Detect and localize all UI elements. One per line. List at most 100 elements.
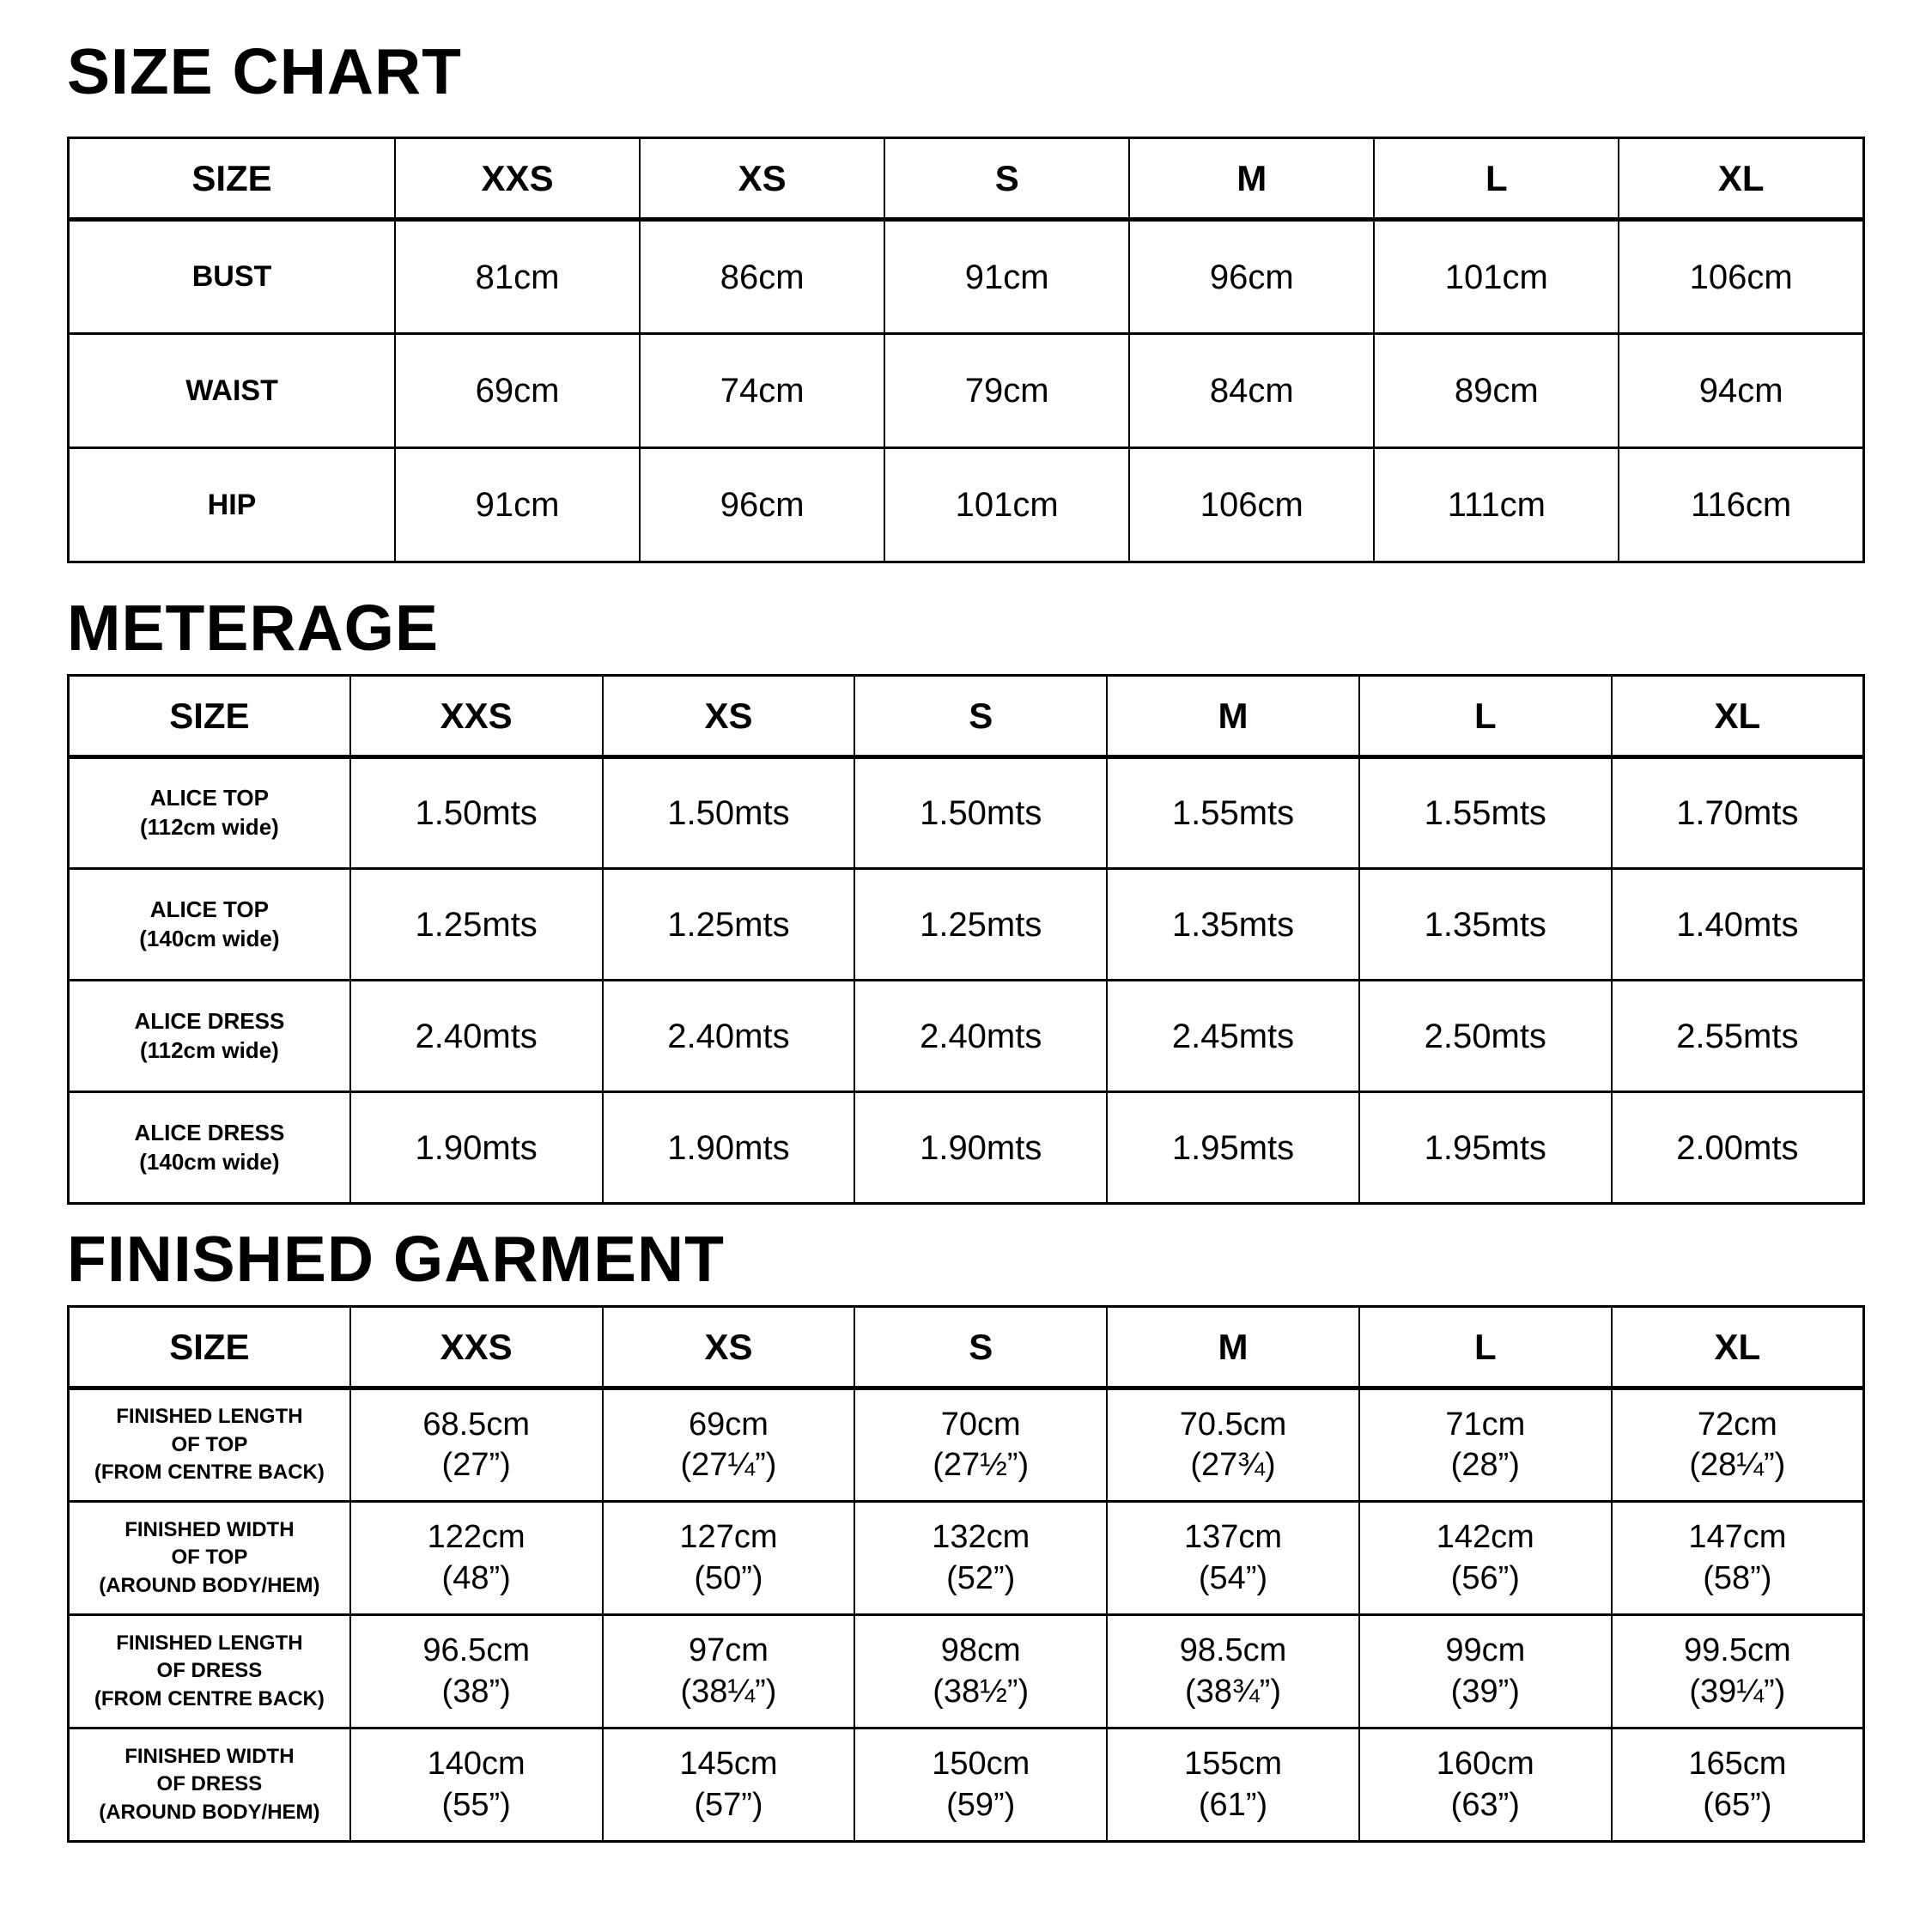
value-line: (38¼”) <box>680 1673 777 1710</box>
value-line: 1.90mts <box>667 1128 790 1167</box>
value-cell: 79cm <box>884 332 1131 449</box>
value-cell: 1.90mts <box>601 1091 856 1205</box>
row-label: FINISHED LENGTH OF DRESS (FROM CENTRE BACK… <box>67 1613 351 1729</box>
value-cell: 91cm <box>884 218 1131 335</box>
value-cell: 98cm (38½”) <box>854 1613 1109 1729</box>
value-line: 81cm <box>475 258 560 296</box>
value-line: (57”) <box>694 1786 763 1823</box>
value-line: (38”) <box>441 1673 511 1710</box>
table-row: WAIST 69cm 74cm 79cm 84cm 89cm 94cm <box>67 332 1865 449</box>
value-cell: 145cm (57”) <box>601 1727 856 1843</box>
row-label: WAIST <box>67 332 397 449</box>
value-line: 137cm <box>1183 1519 1283 1555</box>
value-line: 71cm <box>1445 1406 1526 1443</box>
row-label-line: (AROUND BODY/HEM) <box>99 1573 320 1597</box>
value-line: (27”) <box>441 1447 511 1483</box>
column-header-xxs: XXS <box>349 674 604 759</box>
value-cell: 1.50mts <box>349 756 604 870</box>
column-header-xs: XS <box>601 1305 856 1390</box>
column-header-xxs: XXS <box>349 1305 604 1390</box>
value-cell: 1.90mts <box>854 1091 1109 1205</box>
value-line: 2.50mts <box>1424 1017 1546 1055</box>
value-line: 1.35mts <box>1171 905 1295 944</box>
value-line: 1.50mts <box>920 794 1042 832</box>
value-line: (50”) <box>694 1559 763 1596</box>
value-cell: 2.40mts <box>854 979 1109 1093</box>
value-line: 150cm <box>932 1746 1030 1782</box>
section-size-chart: SIZE CHART SIZE XXS XS S M L XL BUST 81cm 86cm 91c… <box>67 0 1865 563</box>
value-cell: 111cm <box>1373 447 1620 563</box>
value-cell: 74cm <box>639 332 886 449</box>
row-label-line: OF TOP <box>171 1432 248 1456</box>
value-line: (61”) <box>1198 1786 1268 1823</box>
table-row: FINISHED WIDTH OF DRESS (AROUND BODY/HEM) 1… <box>67 1727 1865 1843</box>
value-line: 1.70mts <box>1676 794 1799 832</box>
value-line: 2.40mts <box>415 1017 538 1055</box>
value-cell: 1.90mts <box>349 1091 604 1205</box>
value-line: 70.5cm <box>1179 1406 1287 1443</box>
value-cell: 2.55mts <box>1610 979 1865 1093</box>
table-row: ALICE DRESS (112cm wide) 2.40mts 2.40mts 2.4… <box>67 979 1865 1093</box>
value-line: (39”) <box>1450 1673 1520 1710</box>
value-cell: 116cm <box>1618 447 1865 563</box>
value-cell: 72cm (28¼”) <box>1610 1387 1865 1503</box>
column-header-xs: XS <box>601 674 856 759</box>
value-cell: 96.5cm (38”) <box>349 1613 604 1729</box>
value-line: 2.40mts <box>667 1017 790 1055</box>
row-label: FINISHED LENGTH OF TOP (FROM CENTRE BACK) <box>67 1387 351 1503</box>
value-line: (27¼”) <box>680 1447 777 1483</box>
value-cell: 2.40mts <box>349 979 604 1093</box>
column-header-l: L <box>1373 137 1620 222</box>
size-chart-title: SIZE CHART <box>67 35 462 107</box>
value-line: 101cm <box>1444 258 1548 296</box>
value-cell: 2.40mts <box>601 979 856 1093</box>
value-cell: 1.35mts <box>1106 867 1360 981</box>
value-cell: 101cm <box>1373 218 1620 335</box>
row-label-line: (AROUND BODY/HEM) <box>99 1800 320 1824</box>
value-cell: 1.55mts <box>1358 756 1613 870</box>
value-cell: 91cm <box>394 447 641 563</box>
table-row: FINISHED LENGTH OF TOP (FROM CENTRE BACK) 6… <box>67 1387 1865 1503</box>
row-label: FINISHED WIDTH OF TOP (AROUND BODY/HEM) <box>67 1500 351 1616</box>
row-label-line: ALICE TOP <box>149 785 269 811</box>
value-line: 2.40mts <box>920 1017 1042 1055</box>
value-cell: 165cm (65”) <box>1610 1727 1865 1843</box>
column-header-m: M <box>1128 137 1376 222</box>
value-cell: 147cm (58”) <box>1610 1500 1865 1616</box>
value-cell: 150cm (59”) <box>854 1727 1109 1843</box>
value-line: 79cm <box>964 372 1049 410</box>
value-line: (27½”) <box>933 1447 1030 1483</box>
row-label: ALICE DRESS (140cm wide) <box>67 1091 351 1205</box>
value-line: (63”) <box>1450 1786 1520 1823</box>
value-line: (28¼”) <box>1689 1447 1786 1483</box>
value-cell: 1.40mts <box>1610 867 1865 981</box>
column-header-xl: XL <box>1610 1305 1865 1390</box>
row-label: ALICE TOP (112cm wide) <box>67 756 351 870</box>
row-label-line: FINISHED WIDTH <box>125 1744 295 1768</box>
value-line: 89cm <box>1454 372 1539 410</box>
value-line: 96cm <box>720 486 805 524</box>
value-line: 72cm <box>1697 1406 1777 1443</box>
value-line: 1.50mts <box>415 794 538 832</box>
size-column-header: SIZE <box>67 674 351 759</box>
value-line: 1.25mts <box>415 905 538 944</box>
meterage-title: METERAGE <box>67 592 440 664</box>
table-row: BUST 81cm 86cm 91cm 96cm 101cm 106cm <box>67 218 1865 335</box>
value-line: 96.5cm <box>422 1632 530 1668</box>
value-line: 1.95mts <box>1424 1128 1546 1167</box>
value-line: 140cm <box>427 1746 526 1782</box>
value-line: (27¾) <box>1190 1447 1276 1483</box>
value-cell: 101cm <box>884 447 1131 563</box>
row-label: HIP <box>67 447 397 563</box>
value-line: 99.5cm <box>1684 1632 1791 1668</box>
value-cell: 1.95mts <box>1106 1091 1360 1205</box>
value-line: 1.90mts <box>415 1128 538 1167</box>
value-line: 1.90mts <box>920 1128 1042 1167</box>
value-cell: 94cm <box>1618 332 1865 449</box>
value-cell: 2.50mts <box>1358 979 1613 1093</box>
value-line: 132cm <box>932 1519 1030 1555</box>
value-line: (28”) <box>1450 1447 1520 1483</box>
meterage-table: SIZE XXS XS S M L XL ALICE TOP (112cm wide) 1.50m… <box>67 674 1865 1205</box>
row-label-line: (FROM CENTRE BACK) <box>94 1461 325 1485</box>
